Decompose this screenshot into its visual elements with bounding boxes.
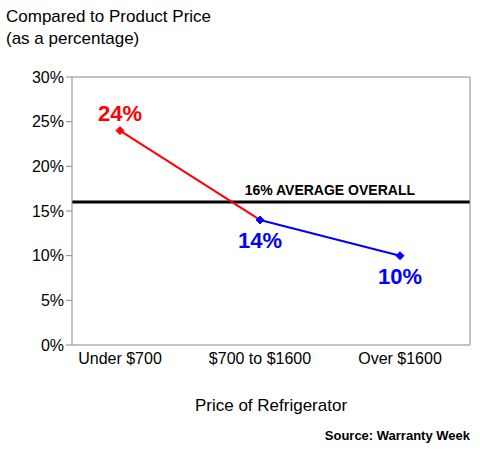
svg-text:16% AVERAGE OVERALL: 16% AVERAGE OVERALL — [245, 182, 416, 198]
svg-text:Under $700: Under $700 — [78, 350, 162, 367]
svg-text:0%: 0% — [41, 337, 64, 354]
svg-text:20%: 20% — [32, 158, 64, 175]
html-text:Source: Warranty Week: Source: Warranty Week — [324, 428, 470, 443]
svg-text:15%: 15% — [32, 203, 64, 220]
html-text:Compared to Product Price: Compared to Product Price — [6, 7, 211, 26]
svg-text:10%: 10% — [32, 247, 64, 264]
svg-text:25%: 25% — [32, 113, 64, 130]
svg-text:24%: 24% — [98, 101, 142, 126]
svg-text:Over $1600: Over $1600 — [358, 350, 442, 367]
html-text:(as a percentage): (as a percentage) — [6, 29, 140, 48]
svg-text:10%: 10% — [378, 264, 422, 289]
svg-text:$700 to $1600: $700 to $1600 — [209, 350, 311, 367]
svg-text:14%: 14% — [238, 228, 282, 253]
html-text:Price of Refrigerator: Price of Refrigerator — [194, 396, 348, 415]
svg-text:5%: 5% — [41, 292, 64, 309]
svg-text:30%: 30% — [32, 69, 64, 86]
